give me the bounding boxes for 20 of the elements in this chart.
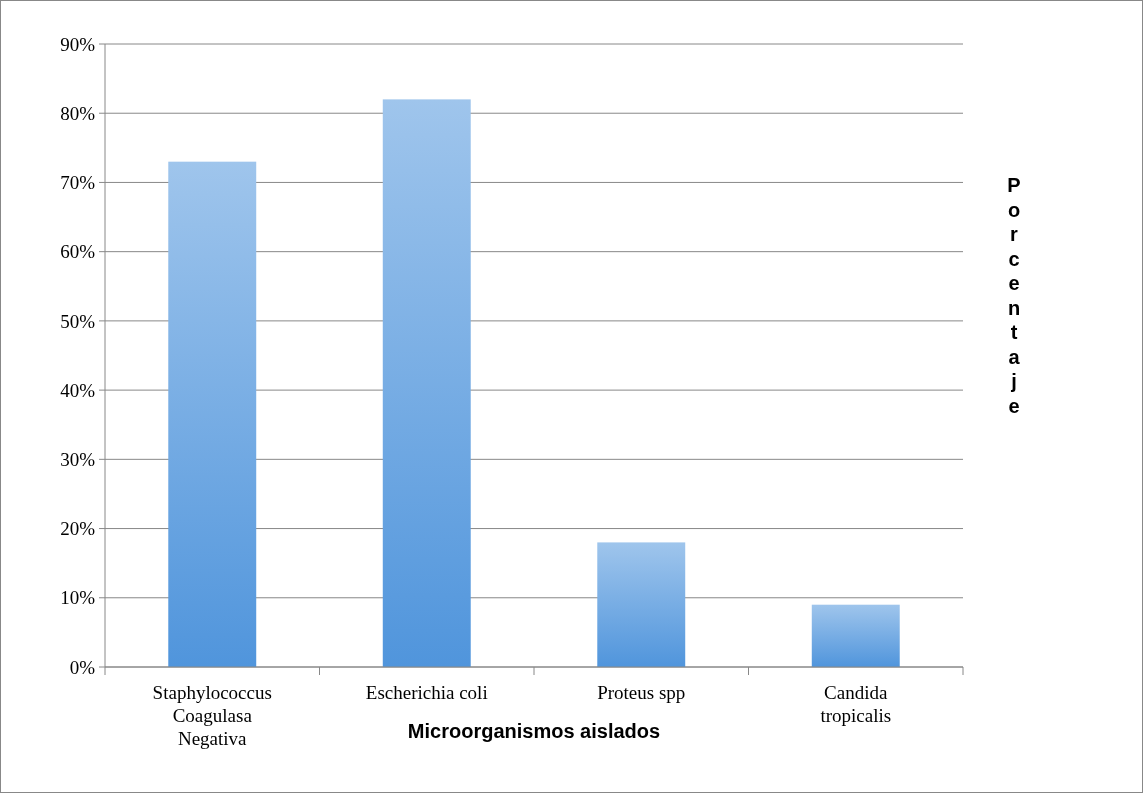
y-tick-label: 50% xyxy=(60,310,96,332)
y-tick-label: 20% xyxy=(60,518,96,540)
y-tick-label: 40% xyxy=(60,379,96,401)
x-tick-label: Escherichia coli xyxy=(365,682,488,703)
bar xyxy=(382,99,471,667)
x-tick-label: Staphylococcus Coagulasa Negativa xyxy=(152,682,272,749)
y-tick-label: 80% xyxy=(60,102,96,124)
y-tick-label: 70% xyxy=(60,172,96,194)
y-tick-label: 30% xyxy=(60,448,96,470)
x-tick-label: Candida tropicalis xyxy=(820,682,892,726)
bar xyxy=(811,604,900,667)
y-tick-label: 0% xyxy=(69,656,96,678)
y-tick-label: 10% xyxy=(60,587,96,609)
y-tick-label: 90% xyxy=(60,33,96,55)
bar xyxy=(597,542,686,667)
y-tick-label: 60% xyxy=(60,241,96,263)
text: Porcentaje xyxy=(1007,174,1021,417)
bar xyxy=(168,161,257,667)
x-axis-title: Microorganismos aislados xyxy=(407,720,661,742)
x-tick-label: Proteus spp xyxy=(597,682,686,703)
